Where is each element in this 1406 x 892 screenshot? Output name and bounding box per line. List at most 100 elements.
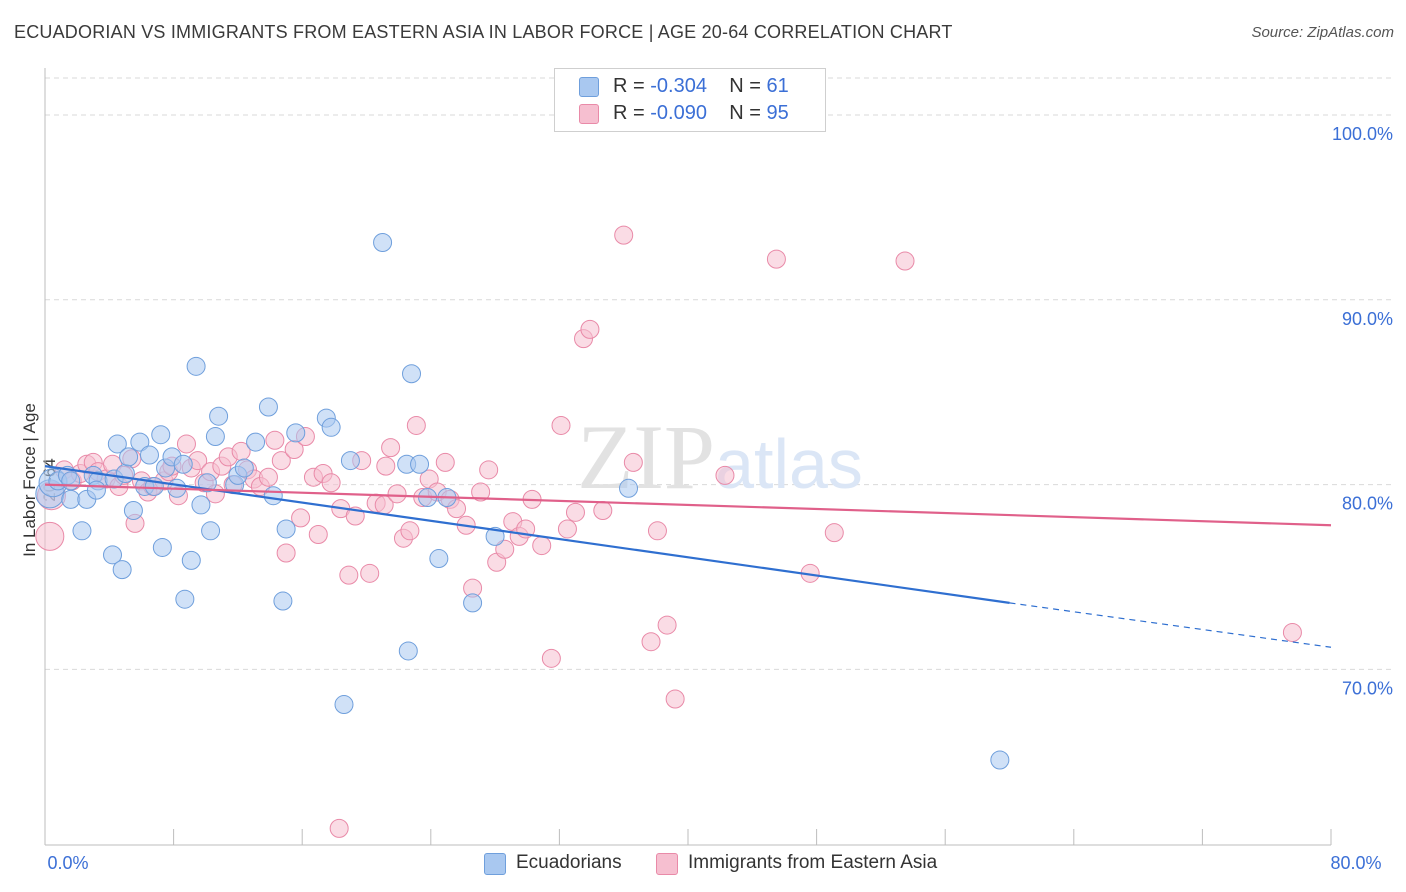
series-immigrants-points (35, 225, 1302, 838)
data-point (271, 451, 291, 471)
chart-title: ECUADORIAN VS IMMIGRANTS FROM EASTERN AS… (14, 22, 953, 42)
pink-swatch (656, 853, 678, 875)
data-point (429, 549, 449, 569)
data-point (532, 536, 552, 556)
data-point (557, 519, 577, 539)
r-value: -0.304 (650, 75, 707, 97)
data-point (265, 430, 285, 450)
data-point (376, 456, 396, 476)
data-point (895, 251, 915, 271)
correlation-legend: R = -0.304 N = 61 R = -0.090 N = 95 (554, 68, 826, 132)
data-point (86, 480, 106, 500)
n-value: 61 (766, 75, 789, 97)
data-point (551, 415, 571, 435)
data-point (400, 521, 420, 541)
data-point (435, 452, 455, 472)
data-point (593, 500, 613, 520)
watermark-zip: ZIP (577, 406, 715, 508)
data-point (334, 695, 354, 715)
data-point (647, 521, 667, 541)
data-point (619, 478, 639, 498)
data-point (360, 563, 380, 583)
r-label: R = (613, 102, 645, 124)
grid-lines (45, 77, 1392, 670)
r-value: -0.090 (650, 102, 707, 124)
data-point (61, 489, 81, 509)
data-point (139, 445, 159, 465)
data-point (291, 508, 311, 528)
data-point (1282, 622, 1302, 642)
data-point (387, 484, 407, 504)
data-point (410, 454, 430, 474)
data-point (373, 232, 393, 252)
data-point (119, 447, 139, 467)
data-point (308, 525, 328, 545)
data-point (234, 458, 254, 478)
source-label: Source: ZipAtlas.com (1251, 24, 1394, 41)
data-point (197, 473, 217, 493)
watermark-atlas: atlas (715, 425, 863, 503)
data-point (130, 432, 150, 452)
data-point (340, 451, 360, 471)
data-point (406, 415, 426, 435)
r-label: R = (613, 75, 645, 97)
data-point (246, 432, 266, 452)
data-point (273, 591, 293, 611)
data-point (61, 471, 81, 491)
data-point (258, 397, 278, 417)
data-point (398, 641, 418, 661)
data-point (614, 225, 634, 245)
data-point (201, 521, 221, 541)
data-point (35, 521, 65, 551)
data-point (175, 589, 195, 609)
data-point (191, 495, 211, 515)
data-point (123, 500, 143, 520)
data-point (665, 689, 685, 709)
data-point (176, 434, 196, 454)
data-point (990, 750, 1010, 770)
data-point (258, 467, 278, 487)
data-point (471, 482, 491, 502)
data-point (485, 526, 505, 546)
pink-swatch (579, 104, 599, 124)
trend-lines (44, 465, 1332, 648)
blue-swatch (579, 77, 599, 97)
data-point (263, 486, 283, 506)
n-value: 95 (766, 102, 789, 124)
data-point (657, 615, 677, 635)
n-label: N = (729, 75, 761, 97)
data-point (276, 519, 296, 539)
data-point (479, 460, 499, 480)
y-tick-label: 90.0% (1342, 309, 1393, 329)
legend-label: Immigrants from Eastern Asia (688, 852, 938, 873)
data-point (276, 543, 296, 563)
trend-line-ecuadorians-extrapolated (1009, 602, 1332, 648)
data-point (824, 523, 844, 543)
data-point (339, 565, 359, 585)
trend-line-immigrants (44, 483, 1332, 527)
data-point (641, 632, 661, 652)
data-point (541, 648, 561, 668)
y-tick-label: 70.0% (1342, 678, 1393, 698)
data-point (329, 818, 349, 838)
data-point (565, 502, 585, 522)
y-tick-label: 80.0% (1342, 494, 1393, 514)
data-point (463, 593, 483, 613)
data-point (72, 521, 92, 541)
data-point (173, 454, 193, 474)
data-point (580, 319, 600, 339)
data-point (286, 423, 306, 443)
data-point (209, 406, 229, 426)
data-point (402, 364, 422, 384)
trend-line-ecuadorians (44, 465, 1010, 604)
data-point (321, 473, 341, 493)
data-point (623, 452, 643, 472)
data-point (205, 427, 225, 447)
data-point (766, 249, 786, 269)
data-point (715, 465, 735, 485)
legend-label: Ecuadorians (516, 852, 622, 873)
data-point (321, 417, 341, 437)
data-point (103, 545, 123, 565)
data-point (107, 434, 127, 454)
